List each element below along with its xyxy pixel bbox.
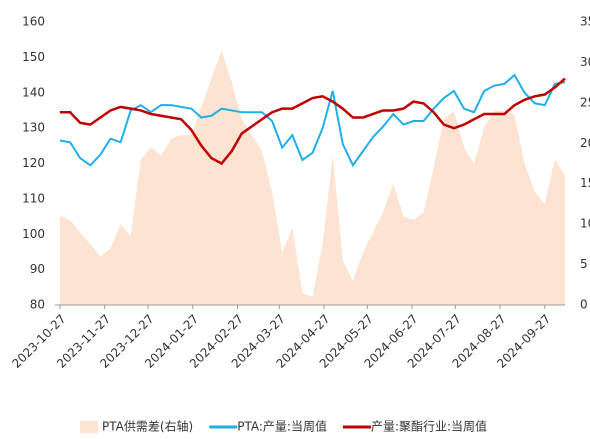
y-tick-label: 120 xyxy=(22,156,45,170)
y2-tick-label: 20 xyxy=(580,136,590,150)
y-tick-label: 130 xyxy=(22,121,45,135)
legend-swatch xyxy=(80,421,98,433)
y2-tick-label: 0 xyxy=(580,298,588,312)
legend-label: PTA:产量:当周值 xyxy=(237,419,327,434)
area xyxy=(60,50,565,305)
y-tick-label: 90 xyxy=(30,262,45,276)
y-tick-label: 110 xyxy=(22,191,45,205)
line xyxy=(59,73,566,168)
y-tick-label: 100 xyxy=(22,227,45,241)
legend-label: PTA供需差(右轴) xyxy=(102,419,193,434)
legend-label: 产量:聚酯行业:当周值 xyxy=(371,419,487,434)
y-tick-label: 140 xyxy=(22,85,45,99)
y2-tick-label: 5 xyxy=(580,257,588,271)
y2-tick-label: 35 xyxy=(580,15,590,29)
y-tick-label: 160 xyxy=(22,15,45,29)
y-tick-label: 150 xyxy=(22,50,45,64)
y2-tick-label: 25 xyxy=(580,95,590,109)
y-tick-label: 80 xyxy=(30,298,45,312)
y2-tick-label: 10 xyxy=(580,217,590,231)
y2-tick-label: 30 xyxy=(580,55,590,69)
y2-tick-label: 15 xyxy=(580,176,590,190)
line xyxy=(60,77,566,166)
